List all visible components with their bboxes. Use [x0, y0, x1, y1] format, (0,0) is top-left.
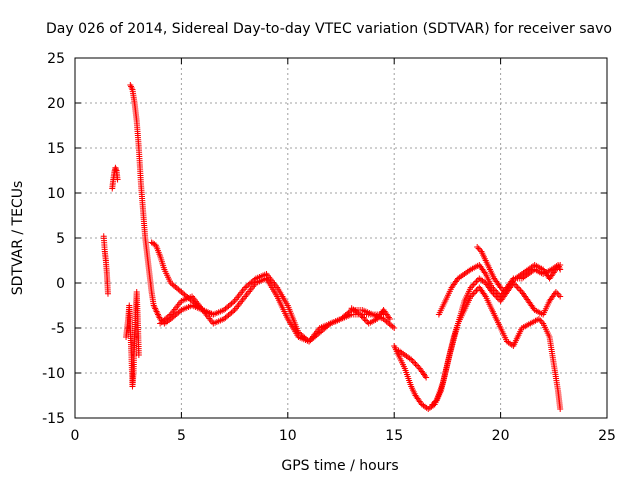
chart-title: Day 026 of 2014, Sidereal Day-to-day VTE… [46, 21, 612, 37]
data-point [557, 262, 564, 268]
data-point [537, 317, 544, 324]
data-point [474, 244, 481, 250]
data-point [412, 361, 419, 367]
series-arc-12 [348, 305, 393, 327]
y-tick-label: 15 [47, 141, 65, 157]
data-points [100, 82, 564, 412]
data-point [514, 284, 521, 291]
series-arc-8 [395, 347, 430, 381]
series-arc-4 [127, 82, 217, 327]
data-point [112, 166, 119, 173]
data-point [386, 316, 393, 322]
data-point [472, 289, 479, 295]
series-arc-7 [391, 284, 564, 412]
x-tick-label: 0 [71, 428, 80, 444]
data-point [409, 358, 416, 364]
y-tick-label: 10 [47, 186, 65, 202]
data-point [557, 406, 564, 412]
data-point [557, 293, 564, 300]
y-tick-label: 20 [47, 96, 65, 112]
data-point [470, 281, 477, 288]
y-tick-label: 5 [56, 231, 65, 247]
series-arc-6 [157, 275, 387, 345]
data-point [491, 287, 498, 294]
y-tick-label: 25 [47, 51, 65, 67]
data-point [135, 352, 142, 358]
x-tick-label: 25 [598, 428, 616, 444]
series-arc-2 [109, 164, 121, 192]
data-point [475, 245, 482, 252]
series-arc-11 [474, 244, 564, 295]
data-point [493, 289, 500, 295]
x-tick-label: 20 [492, 428, 510, 444]
series-arc-3 [123, 289, 142, 390]
data-point [128, 85, 135, 91]
x-axis-title: GPS time / hours [281, 458, 398, 474]
data-point [114, 176, 121, 183]
data-point [358, 313, 365, 319]
x-tick-label: 5 [177, 428, 186, 444]
series-arc-1 [100, 233, 111, 297]
x-tick-label: 10 [279, 428, 297, 444]
data-point [472, 280, 479, 286]
data-point [411, 359, 418, 366]
data-point [423, 374, 430, 381]
y-tick-label: -15 [42, 411, 65, 427]
data-point [555, 292, 562, 298]
data-point [104, 290, 111, 297]
data-point [513, 283, 520, 289]
grid [75, 58, 607, 418]
y-tick-label: -5 [51, 321, 65, 337]
data-point [413, 362, 420, 369]
y-tick-label: 0 [56, 276, 65, 292]
data-point [112, 164, 119, 171]
y-tick-label: -10 [42, 366, 65, 382]
data-point [516, 286, 523, 292]
data-point [359, 314, 366, 321]
y-axis-title: SDTVAR / TECUs [10, 181, 26, 296]
x-tick-label: 15 [385, 428, 403, 444]
axis-ticks: 0 5 10 15 20 25 -15 -10 -5 0 5 10 15 20 25 [42, 51, 616, 444]
data-point [391, 325, 398, 331]
